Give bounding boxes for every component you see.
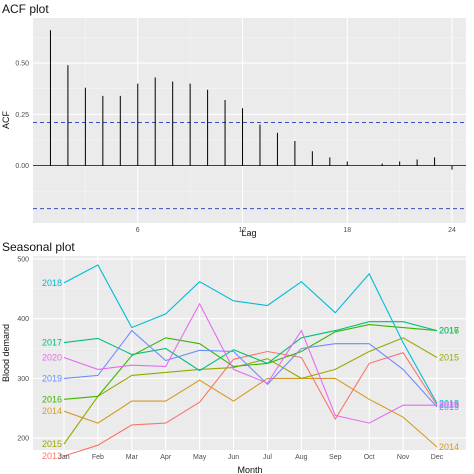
acf-y-tick-label: 0.00 bbox=[15, 163, 29, 170]
seasonal-start-label: 2016 bbox=[42, 394, 62, 404]
seasonal-x-tick-label: May bbox=[193, 454, 207, 461]
seasonal-x-axis-label: Month bbox=[237, 465, 262, 474]
acf-y-tick-label: 0.50 bbox=[15, 61, 29, 68]
seasonal-x-tick-label: Feb bbox=[92, 454, 104, 461]
acf-x-tick-label: 6 bbox=[136, 227, 140, 234]
seasonal-x-tick-label: Jun bbox=[228, 454, 239, 461]
seasonal-start-label: 2019 bbox=[42, 373, 62, 383]
seasonal-y-tick-label: 400 bbox=[17, 316, 29, 323]
seasonal-end-label: 2017 bbox=[439, 326, 459, 336]
acf-confidence-bounds bbox=[33, 122, 466, 210]
seasonal-start-label: 2020 bbox=[42, 352, 62, 362]
seasonal-x-tick-label: Mar bbox=[126, 454, 139, 461]
seasonal-start-label: 2017 bbox=[42, 338, 62, 348]
seasonal-x-tick-label: Apr bbox=[160, 454, 172, 461]
acf-panel bbox=[33, 18, 466, 223]
seasonal-panel bbox=[33, 256, 466, 450]
seasonal-x-tick-label: Nov bbox=[397, 454, 410, 461]
seasonal-series-line bbox=[63, 302, 437, 424]
seasonal-end-label: 2016 bbox=[439, 326, 459, 336]
seasonal-end-label: 2019 bbox=[439, 402, 459, 412]
seasonal-y-tick-label: 300 bbox=[17, 376, 29, 383]
seasonal-series-labels: 2013201320142014201520152016201620172017… bbox=[42, 278, 459, 461]
seasonal-y-tick-labels: 200 300 400 500 bbox=[17, 256, 29, 442]
seasonal-series-line bbox=[63, 350, 438, 457]
acf-y-axis-label: ACF bbox=[1, 110, 11, 129]
seasonal-y-tick-label: 200 bbox=[17, 436, 29, 443]
seasonal-series-line bbox=[63, 329, 438, 408]
seasonal-end-label: 2014 bbox=[439, 442, 459, 452]
seasonal-start-label: 2015 bbox=[42, 439, 62, 449]
seasonal-end-label: 2020 bbox=[439, 400, 459, 410]
seasonal-series-line bbox=[63, 264, 438, 404]
acf-y-tick-labels: 0.00 0.25 0.50 bbox=[15, 61, 29, 171]
seasonal-end-label: 2015 bbox=[439, 352, 459, 362]
seasonal-start-label: 2014 bbox=[42, 406, 62, 416]
seasonal-series-line bbox=[63, 324, 438, 400]
acf-title: ACF plot bbox=[2, 2, 49, 16]
seasonal-lines bbox=[63, 264, 438, 457]
seasonal-x-tick-label: Jul bbox=[263, 454, 272, 461]
seasonal-x-tick-label: Sep bbox=[329, 454, 342, 461]
acf-x-tick-label: 18 bbox=[343, 227, 351, 234]
seasonal-x-tick-label: Oct bbox=[364, 454, 375, 461]
seasonal-x-tick-label: Dec bbox=[431, 454, 444, 461]
seasonal-series-line bbox=[63, 321, 438, 372]
seasonal-y-tick-label: 500 bbox=[17, 256, 29, 263]
acf-x-axis-label: Lag bbox=[241, 228, 256, 238]
acf-x-tick-label: 24 bbox=[448, 227, 456, 234]
seasonal-start-label: 2018 bbox=[42, 278, 62, 288]
acf-bars bbox=[33, 30, 466, 170]
acf-y-tick-label: 0.25 bbox=[15, 112, 29, 119]
acf-x-tick-label: 12 bbox=[239, 227, 247, 234]
seasonal-series-line bbox=[63, 337, 438, 445]
seasonal-x-tick-labels: Jan Feb Mar Apr May Jun Jul Aug Sep Oct Nov Dec bbox=[58, 454, 443, 461]
seasonal-end-label: 2013 bbox=[439, 400, 459, 410]
seasonal-x-tick-label: Aug bbox=[295, 454, 308, 461]
seasonal-y-axis-label: Blood demand bbox=[1, 324, 11, 382]
seasonal-title: Seasonal plot bbox=[2, 240, 75, 254]
seasonal-start-label: 2013 bbox=[42, 451, 62, 461]
seasonal-x-tick-label: Jan bbox=[58, 454, 69, 461]
acf-x-tick-labels: 6 12 18 24 bbox=[136, 227, 456, 234]
seasonal-series-line bbox=[63, 377, 438, 448]
seasonal-end-label: 2018 bbox=[439, 398, 459, 408]
